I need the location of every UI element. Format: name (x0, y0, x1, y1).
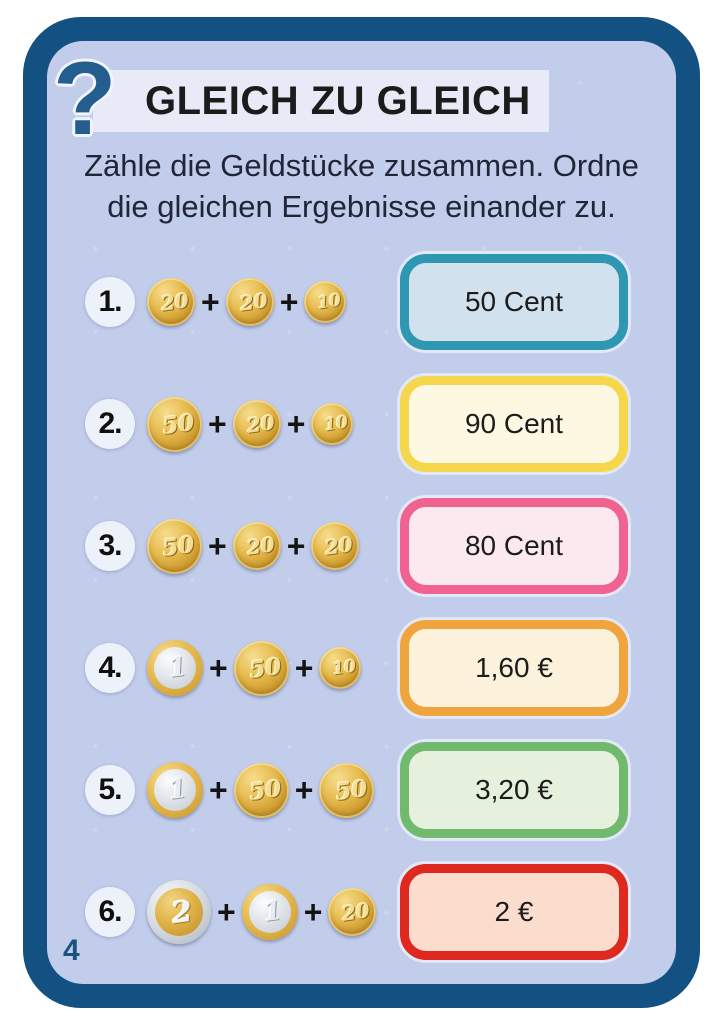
coin-group: 1 + 50 + 50 (147, 762, 375, 818)
exercise-rows: 1. 20 + 20 + 10 50 Cent 2. 50 + 20 (47, 241, 676, 973)
plus-operator: + (286, 528, 306, 564)
answer-label: 90 Cent (464, 408, 564, 439)
coin-group: 50 + 20 + 20 (147, 518, 360, 574)
answer-label: 3,20 € (475, 774, 553, 805)
page-title: GLEICH ZU GLEICH (145, 78, 531, 123)
row-number: 6. (85, 887, 135, 937)
plus-operator: + (209, 650, 228, 686)
row-number: 2. (85, 399, 135, 449)
question-mark-icon: ? (53, 41, 117, 157)
plus-operator: + (209, 772, 228, 808)
exercise-row-5: 5. 1 + 50 + 50 3,20 € (47, 729, 676, 851)
coin-value: 50 (161, 408, 197, 440)
answer-box[interactable]: 50 Cent (400, 254, 628, 350)
50-cent-coin: 50 (319, 762, 375, 818)
coin-value: 20 (323, 532, 355, 560)
instructions: Zähle die Geldstücke zusammen. Ordne die… (47, 145, 676, 227)
coin-value: 2 (169, 893, 195, 931)
coin-value: 20 (159, 288, 191, 316)
page-number: 4 (63, 934, 80, 967)
1-euro-coin: 1 (147, 640, 203, 696)
answer-box[interactable]: 90 Cent (400, 376, 628, 472)
coin-value: 1 (261, 895, 284, 929)
row-number: 1. (85, 277, 135, 327)
answer-box[interactable]: 1,60 € (400, 620, 628, 716)
20-cent-coin: 20 (328, 888, 377, 936)
coin-group: 20 + 20 + 10 (147, 278, 347, 326)
answer-label: 1,60 € (475, 652, 553, 683)
answer-box[interactable]: 2 € (400, 864, 628, 960)
coin-group: 50 + 20 + 10 (147, 396, 354, 452)
coin-value: 1 (166, 651, 189, 685)
exercise-row-6: 6. 2 + 1 + 20 2 € (47, 851, 676, 973)
20-cent-coin: 20 (147, 278, 195, 326)
exercise-row-1: 1. 20 + 20 + 10 50 Cent (47, 241, 676, 363)
answer-label: 50 Cent (464, 286, 564, 317)
plus-operator: + (294, 650, 314, 686)
1-euro-coin: 1 (147, 762, 203, 818)
20-cent-coin: 20 (225, 278, 274, 326)
answer-box[interactable]: 80 Cent (400, 498, 628, 594)
20-cent-coin: 20 (232, 400, 281, 448)
coin-value: 20 (245, 410, 277, 438)
coin-value: 50 (161, 530, 197, 562)
plus-operator: + (294, 772, 314, 808)
coin-group: 2 + 1 + 20 (147, 880, 377, 944)
10-cent-coin: 10 (311, 403, 354, 445)
plus-operator: + (208, 406, 227, 442)
10-cent-coin: 10 (304, 281, 347, 323)
worksheet-background: ? GLEICH ZU GLEICH Zähle die Geldstücke … (47, 41, 676, 984)
coin-value: 10 (315, 290, 342, 314)
50-cent-coin: 50 (233, 762, 289, 818)
coin-value: 10 (330, 656, 357, 680)
coin-value: 1 (166, 773, 189, 807)
row-number: 4. (85, 643, 135, 693)
exercise-row-3: 3. 50 + 20 + 20 80 Cent (47, 485, 676, 607)
row-number: 3. (85, 521, 135, 571)
coin-value: 50 (247, 774, 284, 806)
instructions-line-1: Zähle die Geldstücke zusammen. Ordne (84, 148, 639, 183)
plus-operator: + (201, 284, 220, 320)
answer-label: 2 € (494, 896, 534, 927)
coin-value: 20 (245, 532, 277, 560)
exercise-row-2: 2. 50 + 20 + 10 90 Cent (47, 363, 676, 485)
answer-box[interactable]: 3,20 € (400, 742, 628, 838)
coin-group: 1 + 50 + 10 (147, 640, 362, 696)
1-euro-coin: 1 (241, 884, 298, 940)
plus-operator: + (303, 894, 323, 930)
20-cent-coin: 20 (311, 522, 360, 570)
coin-value: 20 (340, 898, 372, 926)
answer-label: 80 Cent (464, 530, 564, 561)
50-cent-coin: 50 (233, 640, 289, 696)
plus-operator: + (279, 284, 299, 320)
20-cent-coin: 20 (232, 522, 281, 570)
coin-value: 50 (247, 652, 284, 684)
instructions-line-2: die gleichen Ergebnisse einander zu. (107, 189, 616, 224)
2-euro-coin: 2 (147, 880, 211, 944)
50-cent-coin: 50 (147, 518, 202, 574)
50-cent-coin: 50 (147, 396, 202, 452)
coin-value: 50 (333, 774, 370, 806)
row-number: 5. (85, 765, 135, 815)
exercise-row-4: 4. 1 + 50 + 10 1,60 € (47, 607, 676, 729)
worksheet-card: ? GLEICH ZU GLEICH Zähle die Geldstücke … (23, 17, 700, 1008)
plus-operator: + (208, 528, 227, 564)
coin-value: 20 (238, 288, 270, 316)
coin-value: 10 (322, 412, 349, 436)
title-bar: GLEICH ZU GLEICH (93, 70, 549, 132)
plus-operator: + (286, 406, 306, 442)
plus-operator: + (217, 894, 236, 930)
10-cent-coin: 10 (319, 647, 362, 689)
